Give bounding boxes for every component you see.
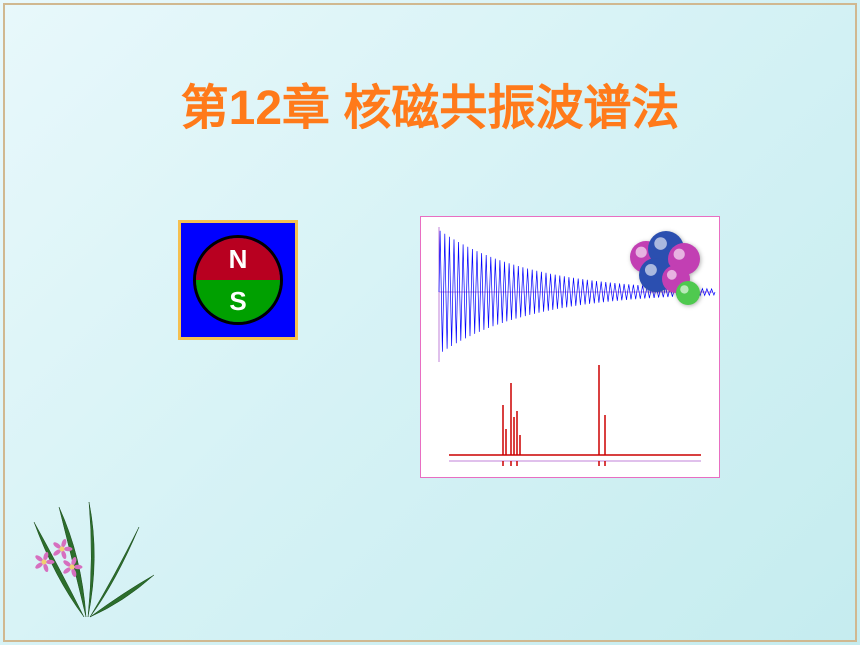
orchid-decoration — [24, 487, 164, 627]
magnet-south: S — [196, 280, 280, 322]
page-title: 第12章 核磁共振波谱法 — [0, 68, 860, 138]
magnet-background: N S — [181, 223, 295, 337]
title-text: 第12章 核磁共振波谱法 — [181, 82, 680, 135]
magnet-illustration: N S — [178, 220, 298, 340]
magnet-circle: N S — [193, 235, 283, 325]
nmr-spectrum-figure — [420, 216, 720, 478]
magnet-south-label: S — [229, 286, 246, 317]
orchid-plant — [34, 502, 154, 617]
spectrum-svg — [421, 217, 721, 479]
molecule-model — [630, 231, 700, 305]
magnet-north: N — [196, 238, 280, 280]
magnet-north-label: N — [229, 244, 248, 275]
orchid-svg — [24, 487, 164, 627]
spectrum-peaks — [449, 365, 701, 466]
